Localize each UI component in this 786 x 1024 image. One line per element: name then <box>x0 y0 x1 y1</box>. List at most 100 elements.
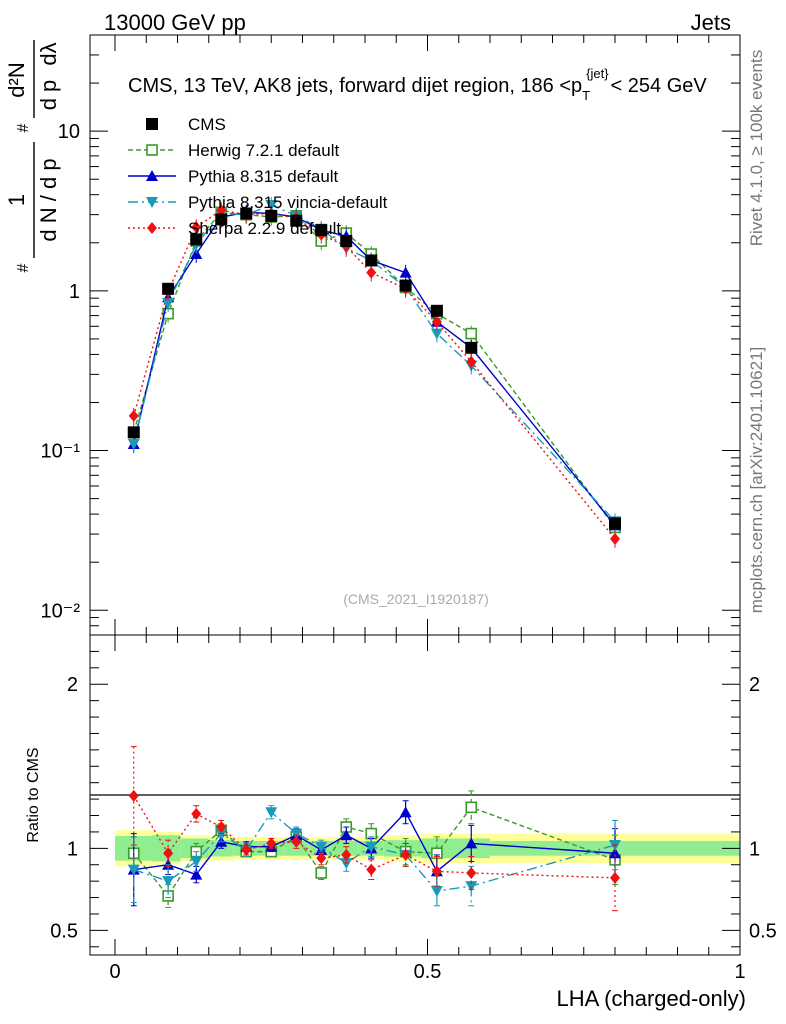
ratio-data-point <box>315 867 328 879</box>
ratio-data-point <box>341 848 352 861</box>
ratio-ytick-label-right: 2 <box>749 674 760 696</box>
data-point <box>162 297 175 309</box>
legend: CMS Herwig 7.2.1 default Pythia 8.315 defa… <box>128 115 388 238</box>
ratio-data-point <box>190 868 203 880</box>
legend-item: CMS <box>146 115 226 134</box>
legend-label: Pythia 8.315 vincia-default <box>188 193 388 212</box>
main-series <box>127 197 621 548</box>
ratio-ytick-label-left: 2 <box>67 674 78 696</box>
ratio-series <box>127 746 621 912</box>
ylabel-num2: d²N <box>4 62 29 97</box>
ratio-series-line <box>133 795 616 879</box>
chart-title: CMS, 13 TeV, AK8 jets, forward dijet reg… <box>128 66 707 103</box>
ylabel-num1: 1 <box>4 194 29 206</box>
ratio-data-point <box>291 835 302 848</box>
data-point <box>190 233 203 246</box>
ratio-xtick-label: 0.5 <box>414 961 442 983</box>
chart-title-tail: < 254 GeV <box>611 75 708 97</box>
ratio-data-point <box>163 847 174 860</box>
ratio-data-point <box>365 841 378 853</box>
ratio-ylabel: Ratio to CMS <box>25 747 42 842</box>
data-point <box>431 315 442 328</box>
legend-marker <box>146 197 158 208</box>
ylabel-den2: d p <box>36 80 61 111</box>
series-herwig-7-2-1-default <box>127 204 621 537</box>
ratio-data-point <box>315 841 328 853</box>
header-jets: Jets <box>691 10 731 35</box>
legend-marker <box>146 170 158 181</box>
ratio-data-point <box>610 871 620 884</box>
ratio-xtick-label: 0 <box>109 961 120 983</box>
ratio-data-point <box>127 864 140 876</box>
ratio-ytick-label-right: 1 <box>749 838 760 860</box>
ratio-data-point <box>399 806 412 818</box>
data-point <box>128 409 139 422</box>
chart-title-sub: T <box>582 88 590 103</box>
legend-label: Herwig 7.2.1 default <box>188 141 339 160</box>
x-axis-label: LHA (charged-only) <box>556 986 746 1011</box>
main-ytick-label: 10⁻¹ <box>41 441 81 463</box>
side-label-mcplots: mcplots.cern.ch [arXiv:2401.10621] <box>747 347 766 613</box>
main-ytick-label: 10⁻² <box>41 600 81 622</box>
data-point <box>365 254 378 267</box>
ratio-data-point <box>340 829 353 841</box>
data-point <box>610 532 620 545</box>
data-point <box>465 341 478 354</box>
legend-item: Pythia 8.315 vincia-default <box>128 193 388 212</box>
series-line <box>133 204 616 522</box>
main-ytick-labels: 10⁻² 10⁻¹ 1 10 <box>41 121 81 622</box>
main-ytick-label: 1 <box>69 281 80 303</box>
ratio-data-point <box>431 865 442 878</box>
ratio-data-point <box>465 837 478 849</box>
main-ylabel: # 1 d N / d p # d²N d p dλ <box>4 40 61 272</box>
legend-item: Herwig 7.2.1 default <box>128 141 339 160</box>
ratio-data-point <box>466 866 477 879</box>
ratio-data-point <box>465 801 478 814</box>
ratio-data-point <box>162 876 175 888</box>
ratio-data-point <box>128 789 139 802</box>
data-point <box>127 438 140 450</box>
ratio-data-point <box>290 828 303 840</box>
data-point <box>315 224 328 237</box>
ratio-data-point <box>191 807 202 820</box>
ratio-data-point <box>190 856 203 868</box>
ratio-data-point <box>430 886 443 897</box>
ratio-data-point <box>400 848 411 861</box>
ratio-series-line <box>133 811 616 876</box>
data-point <box>216 204 227 217</box>
chart-title-sup: {jet} <box>586 66 609 81</box>
ratio-data-point <box>265 807 278 819</box>
ratio-data-point <box>609 847 621 859</box>
ylabel-den2b: dλ <box>36 42 61 65</box>
ratio-band-inner <box>152 835 181 862</box>
data-point <box>430 328 443 340</box>
data-point <box>190 248 203 260</box>
data-point <box>215 213 228 226</box>
ratio-xtick-labels: 0 0.5 1 <box>109 961 745 983</box>
watermark: (CMS_2021_I1920187) <box>343 591 489 607</box>
ratio-ytick-label-left: 0.5 <box>50 920 78 942</box>
data-point <box>366 266 377 279</box>
ylabel-den1: d N / d p <box>36 158 61 241</box>
ratio-ytick-labels: 0.5 0.5 1 1 2 2 <box>50 674 777 942</box>
series-cms <box>127 207 621 530</box>
legend-label: Pythia 8.315 default <box>188 167 339 186</box>
side-label-rivet: Rivet 4.1.0, ≥ 100k events <box>747 50 766 246</box>
series-line <box>133 209 616 540</box>
ratio-data-point <box>266 837 277 850</box>
legend-marker <box>146 118 158 130</box>
ratio-data-point <box>366 863 377 876</box>
ratio-data-point <box>241 843 252 856</box>
data-point <box>399 266 412 278</box>
data-point <box>191 221 202 234</box>
ratio-ytick-label-right: 0.5 <box>749 920 777 942</box>
data-point <box>162 282 175 295</box>
ylabel-hash-2: # <box>15 123 32 132</box>
data-point <box>609 517 621 530</box>
main-ytick-label: 10 <box>58 121 80 143</box>
legend-item: Sherpa 2.2.9 default <box>128 219 341 238</box>
data-point <box>265 209 278 222</box>
ratio-data-point <box>316 852 327 865</box>
data-point <box>466 355 477 368</box>
